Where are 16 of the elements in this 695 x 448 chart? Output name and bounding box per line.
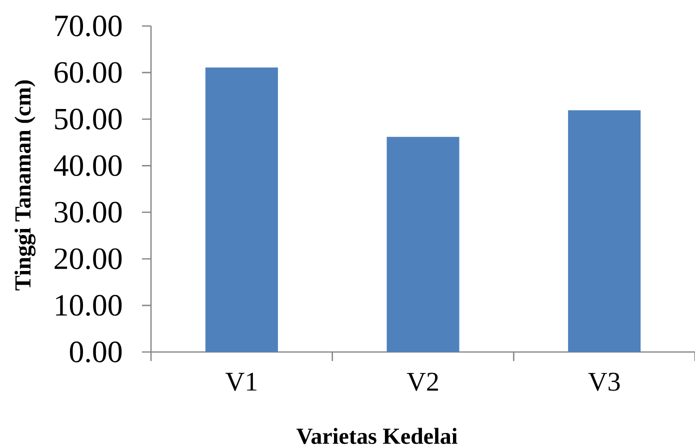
y-tick-label: 70.00 xyxy=(55,15,122,36)
bar xyxy=(568,110,641,352)
x-tick-label: V1 xyxy=(226,372,256,391)
y-tick-label: 30.00 xyxy=(54,202,122,223)
bar xyxy=(386,136,460,352)
x-axis-title: Varietas Kedelai xyxy=(296,428,458,444)
y-axis-title: Tinggi Tanaman (cm) xyxy=(14,80,36,290)
y-tick-label: 60.00 xyxy=(54,62,122,84)
y-tick-label: 10.00 xyxy=(56,294,122,316)
y-tick-label: 20.00 xyxy=(54,248,122,270)
bar xyxy=(205,67,278,352)
y-tick-label: 50.00 xyxy=(55,108,122,130)
x-tick-label: V2 xyxy=(406,372,438,391)
y-tick-label: 40.00 xyxy=(54,155,122,176)
x-tick-label: V3 xyxy=(588,372,620,391)
y-tick-label: 0.00 xyxy=(70,341,122,362)
